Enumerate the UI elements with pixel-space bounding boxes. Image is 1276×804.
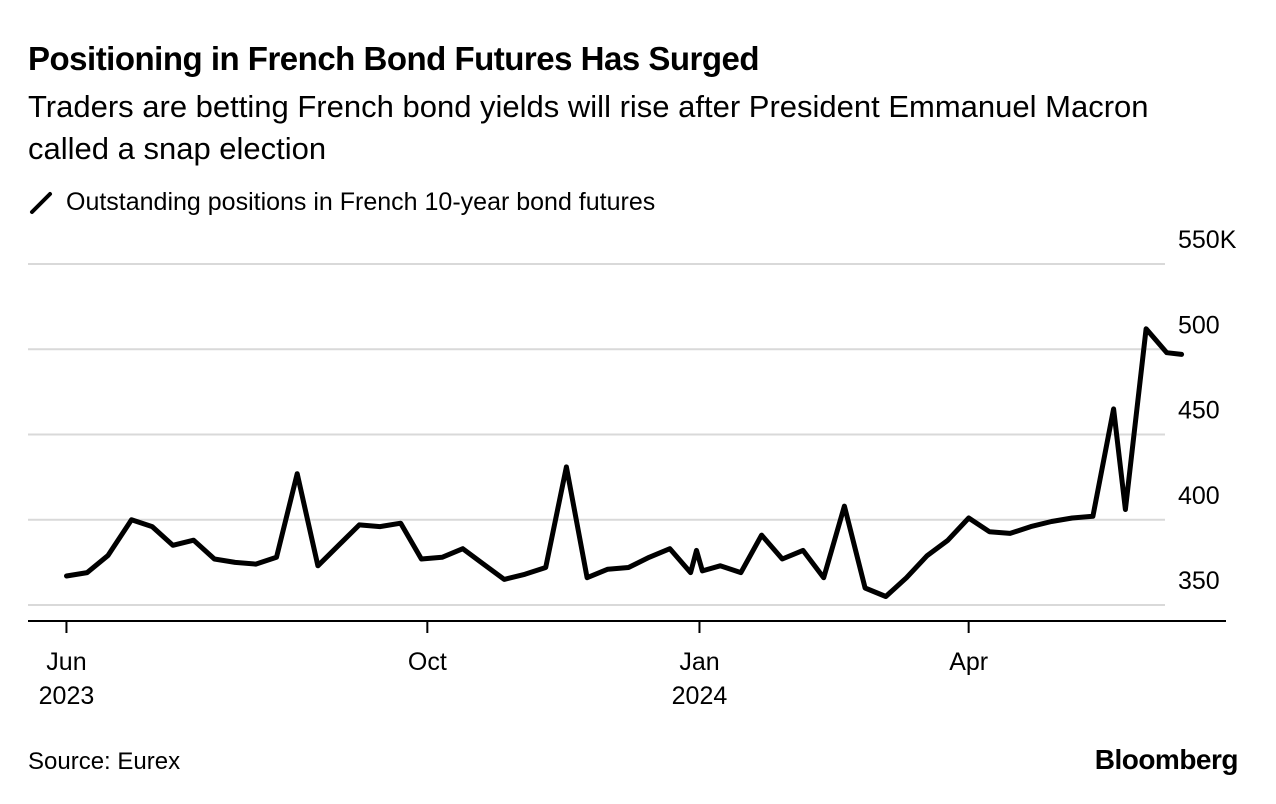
- chart-title: Positioning in French Bond Futures Has S…: [28, 40, 760, 77]
- gridlines: [28, 263, 1165, 606]
- series-layer: [64, 326, 1185, 599]
- y-axis-labels: 350 400 450 500 550K: [1178, 226, 1237, 595]
- y-tick-label-550: 550K: [1178, 226, 1237, 254]
- legend-label: Outstanding positions in French 10-year …: [66, 188, 656, 216]
- series-line-0: [64, 326, 1185, 599]
- x-tick-label-jun: Jun: [46, 648, 86, 676]
- x-tick-sublabel-2024: 2024: [672, 682, 728, 710]
- x-axis: Jun 2023 Oct Jan 2024 Apr: [28, 620, 1226, 710]
- x-tick-sublabel-2023: 2023: [39, 682, 95, 710]
- y-tick-label-450: 450: [1178, 397, 1220, 425]
- chart-subtitle: Traders are betting French bond yields w…: [28, 89, 1149, 166]
- source-note: Source: Eurex: [28, 748, 181, 775]
- legend: Outstanding positions in French 10-year …: [28, 188, 655, 217]
- legend-line-icon: [30, 191, 52, 214]
- y-tick-label-500: 500: [1178, 311, 1220, 339]
- y-tick-label-350: 350: [1178, 567, 1220, 595]
- y-tick-label-400: 400: [1178, 482, 1220, 510]
- x-tick-label-apr: Apr: [949, 648, 988, 676]
- x-tick-label-oct: Oct: [408, 648, 447, 676]
- x-tick-label-jan: Jan: [679, 648, 719, 676]
- bloomberg-logo: Bloomberg: [1094, 744, 1239, 775]
